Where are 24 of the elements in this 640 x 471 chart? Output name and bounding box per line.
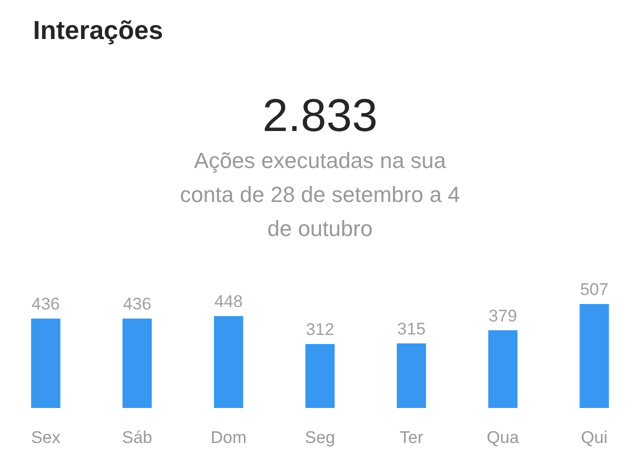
bar — [214, 316, 244, 408]
chart-subtitle: 2.833 — [262, 89, 378, 141]
chart-title: Interações — [33, 15, 164, 45]
bar — [305, 344, 335, 408]
bar — [122, 318, 152, 408]
x-tick-label: Qui — [581, 428, 608, 447]
x-tick-label: Ter — [400, 428, 424, 447]
text: Ações executadas na sua conta de 28 de setembro a 4 de outubro — [180, 148, 460, 241]
data-label: 507 — [580, 280, 608, 299]
data-label: 315 — [397, 319, 426, 338]
bar — [396, 343, 426, 408]
bar — [580, 304, 609, 408]
data-label: 448 — [214, 292, 243, 312]
x-tick-label: Sáb — [122, 428, 152, 447]
data-label: 436 — [122, 294, 152, 314]
data-label: 379 — [488, 306, 518, 326]
x-tick-label: Qua — [486, 428, 520, 447]
data-label: 312 — [306, 320, 334, 339]
x-tick-label: Dom — [210, 428, 247, 447]
bar — [31, 318, 60, 408]
x-tick-label: Sex — [31, 428, 61, 447]
data-label: 436 — [32, 294, 60, 314]
bar — [488, 330, 518, 408]
x-tick-label: Seg — [304, 428, 336, 447]
